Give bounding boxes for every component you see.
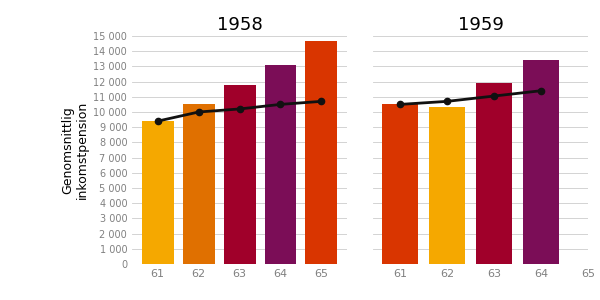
Bar: [382, 104, 418, 264]
Bar: [142, 121, 173, 264]
Bar: [523, 60, 559, 264]
Title: 1958: 1958: [217, 16, 262, 34]
Bar: [305, 40, 337, 264]
Bar: [224, 85, 256, 264]
Y-axis label: Genomsnittlig
inkomstpension: Genomsnittlig inkomstpension: [61, 101, 89, 199]
Bar: [429, 107, 466, 264]
Bar: [265, 65, 296, 264]
Bar: [182, 104, 215, 264]
Bar: [476, 83, 512, 264]
Title: 1959: 1959: [458, 16, 503, 34]
